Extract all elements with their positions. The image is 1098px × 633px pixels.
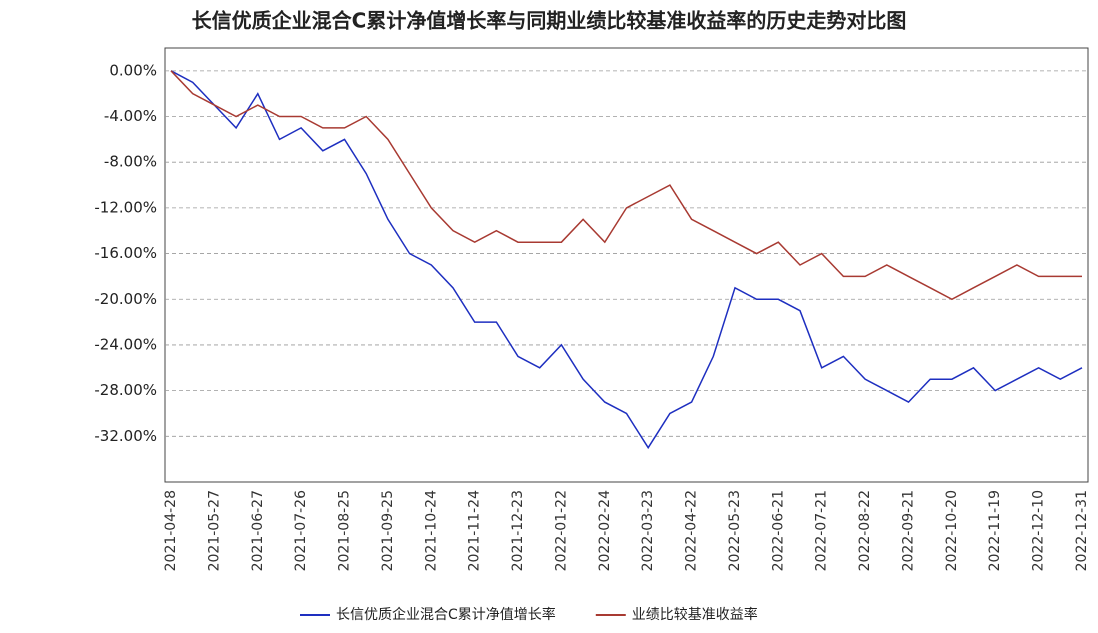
x-tick-label: 2022-01-22 — [553, 490, 569, 571]
x-tick-label: 2022-12-10 — [1031, 490, 1047, 571]
chart: 长信优质企业混合C累计净值增长率与同期业绩比较基准收益率的历史走势对比图 0.0… — [0, 0, 1098, 633]
x-tick-label: 2021-05-27 — [206, 490, 222, 571]
y-tick-label: 0.00% — [109, 61, 157, 79]
x-tick-label: 2022-05-23 — [727, 490, 743, 571]
y-tick-label: -12.00% — [94, 198, 157, 216]
x-tick-label: 2021-07-26 — [293, 490, 309, 571]
x-tick-label: 2022-04-22 — [684, 490, 700, 571]
x-tick-label: 2022-11-19 — [987, 490, 1003, 571]
plot-frame — [165, 48, 1088, 482]
y-tick-label: -16.00% — [94, 244, 157, 262]
x-tick-label: 2021-08-25 — [337, 490, 353, 571]
y-tick-label: -8.00% — [104, 153, 157, 171]
x-tick-label: 2022-12-31 — [1074, 490, 1090, 571]
series-line — [171, 71, 1082, 299]
y-tick-label: -32.00% — [94, 427, 157, 445]
x-tick-label: 2022-08-22 — [857, 490, 873, 571]
x-tick-label: 2021-11-24 — [467, 490, 483, 571]
x-tick-label: 2022-10-20 — [944, 490, 960, 571]
x-tick-label: 2021-09-25 — [380, 490, 396, 571]
x-tick-label: 2022-02-24 — [597, 490, 613, 571]
y-tick-label: -4.00% — [104, 107, 157, 125]
legend-label: 业绩比较基准收益率 — [632, 606, 758, 623]
series-line — [171, 71, 1082, 448]
y-tick-label: -24.00% — [94, 335, 157, 353]
x-tick-label: 2022-07-21 — [814, 490, 830, 571]
x-tick-label: 2021-06-27 — [250, 490, 266, 571]
x-tick-label: 2021-04-28 — [163, 490, 179, 571]
x-tick-label: 2022-03-23 — [640, 490, 656, 571]
y-tick-label: -20.00% — [94, 290, 157, 308]
x-tick-label: 2021-12-23 — [510, 490, 526, 571]
x-tick-label: 2022-09-21 — [900, 490, 916, 571]
legend-label: 长信优质企业混合C累计净值增长率 — [336, 606, 556, 623]
chart-title: 长信优质企业混合C累计净值增长率与同期业绩比较基准收益率的历史走势对比图 — [192, 9, 907, 33]
x-tick-label: 2022-06-21 — [770, 490, 786, 571]
x-tick-label: 2021-10-24 — [423, 490, 439, 571]
y-tick-label: -28.00% — [94, 381, 157, 399]
